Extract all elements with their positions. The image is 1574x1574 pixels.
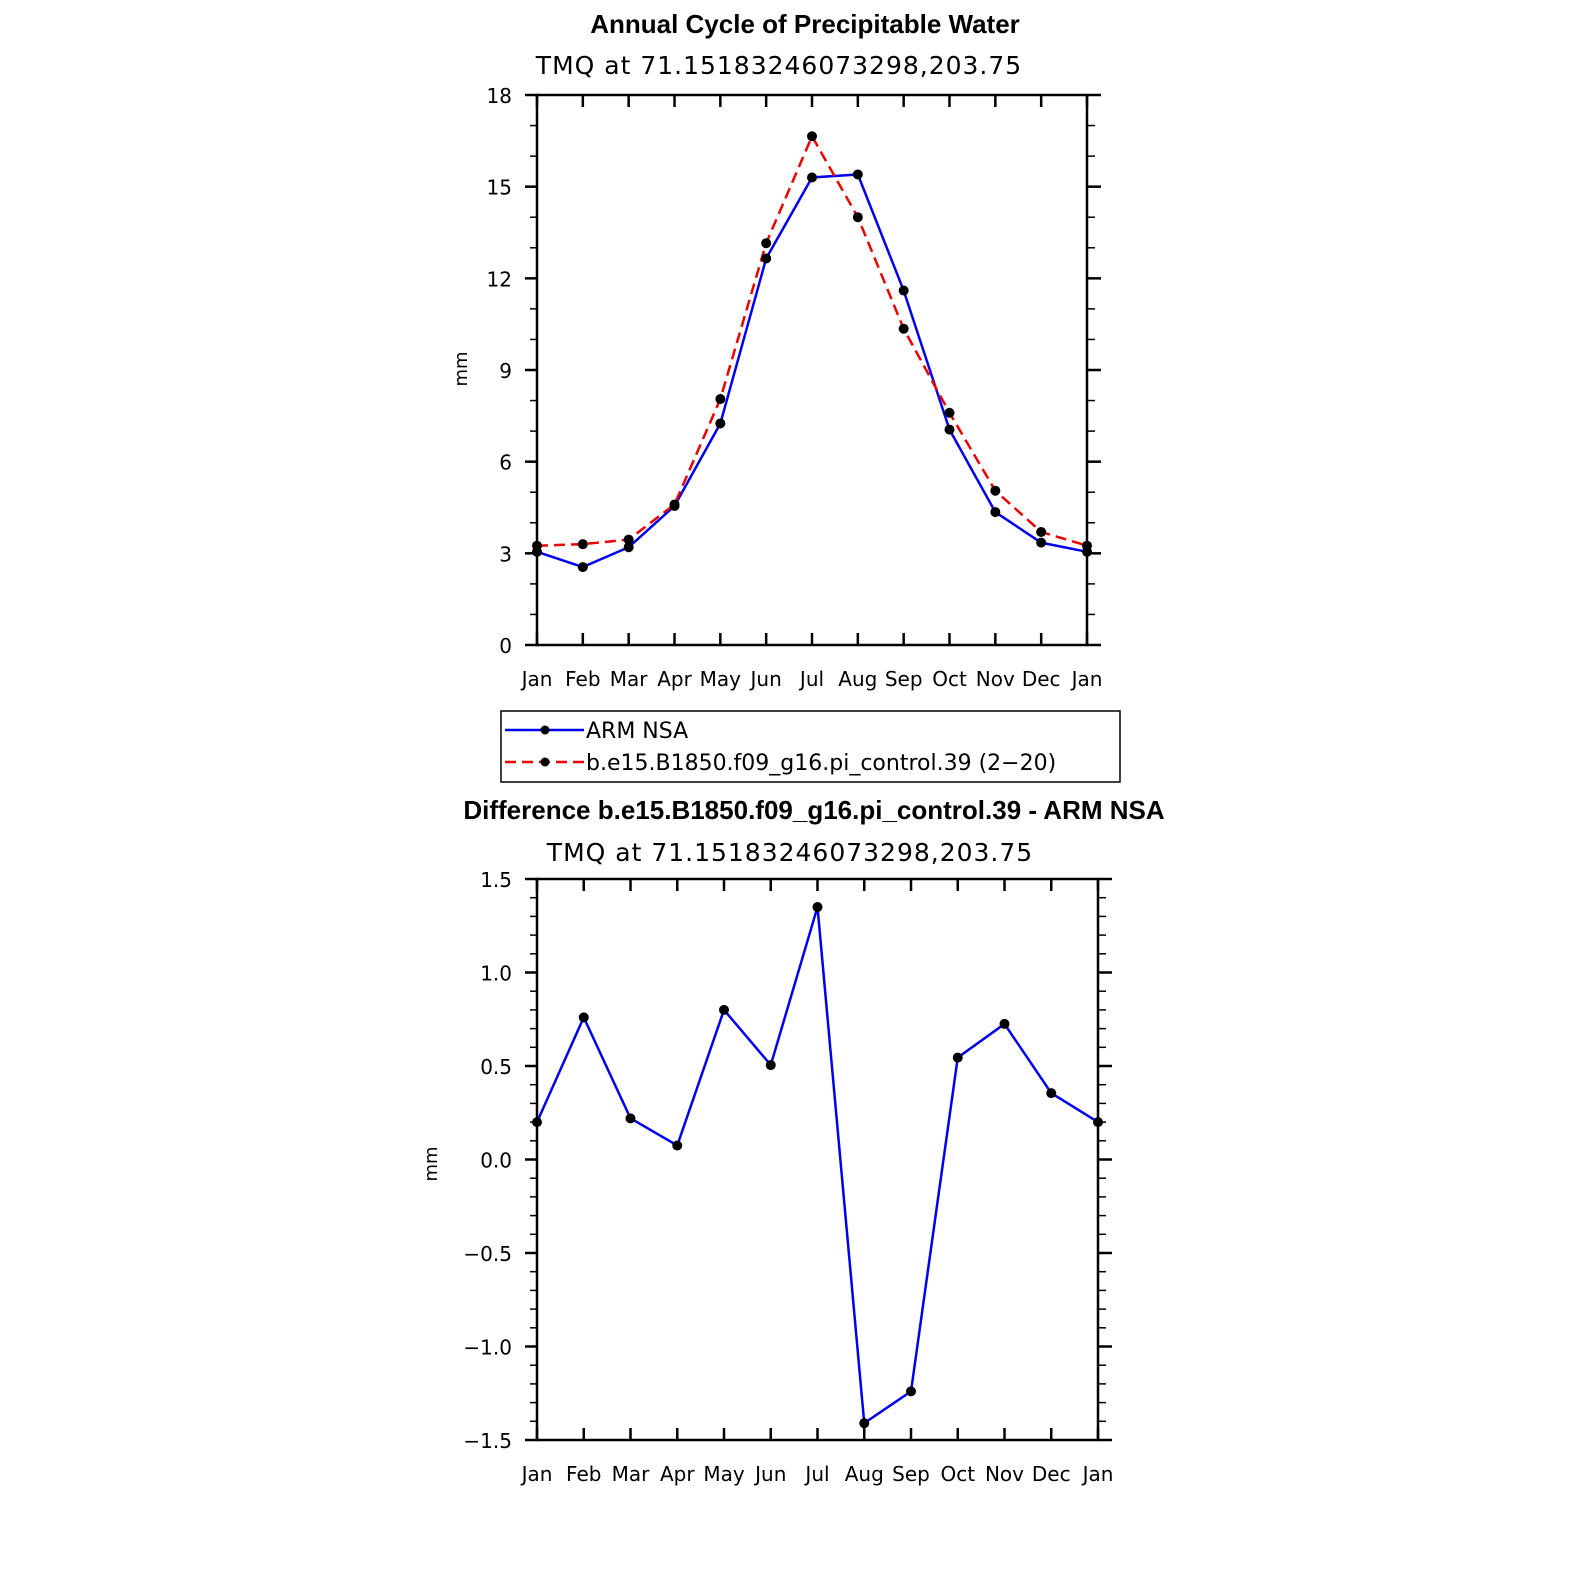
top-series-1-point xyxy=(669,499,680,510)
bottom-y-tick-label: 0.0 xyxy=(480,1149,512,1173)
bottom-x-tick-label: Jan xyxy=(520,1462,553,1486)
bottom-chart-title: Difference b.e15.B1850.f09_g16.pi_contro… xyxy=(463,795,1165,825)
top-y-tick-label: 15 xyxy=(487,176,512,200)
top-series-0-point xyxy=(761,253,772,264)
bottom-y-tick-label: −1.5 xyxy=(463,1429,512,1453)
top-series-1-point xyxy=(807,131,817,142)
top-x-tick-label: Sep xyxy=(885,667,923,691)
bottom-series-0-point xyxy=(1093,1117,1103,1128)
bottom-x-tick-label: Jun xyxy=(753,1462,786,1486)
legend-item-arm-nsa: ARM NSA xyxy=(505,719,688,744)
bottom-series-0-point xyxy=(859,1418,870,1429)
bottom-y-tick-label: −0.5 xyxy=(463,1242,512,1266)
bottom-plot-area: Jan Feb Mar Apr May Jun Jul Aug Sep Oct Nov Dec Jan−… xyxy=(463,868,1113,1486)
top-plot-area: Jan Feb Mar Apr May Jun Jul Aug Sep Oct Nov Dec Jan 0… xyxy=(487,84,1103,691)
bottom-y-tick-label: −1.0 xyxy=(463,1336,512,1360)
top-series-0-point xyxy=(898,285,909,296)
legend-marker-model xyxy=(540,757,550,767)
top-y-tick-label: 3 xyxy=(499,542,512,566)
top-series-1-point xyxy=(1036,526,1047,537)
bottom-series-0-point xyxy=(1046,1088,1057,1099)
legend-item-model: b.e15.B1850.f09_g16.pi_control.39 (2−20) xyxy=(505,751,1056,776)
bottom-x-tick-label: May xyxy=(703,1462,745,1486)
top-series-line-0 xyxy=(536,173,1088,569)
bottom-y-tick-label: 1.5 xyxy=(480,868,512,892)
top-chart-subtitle: TMQ at 71.15183246073298,203.75 xyxy=(535,51,1022,80)
top-series-0-point xyxy=(807,172,817,183)
legend: ARM NSA b.e15.B1850.f09_g16.pi_control.3… xyxy=(500,710,1121,783)
top-x-tick-label: Jun xyxy=(749,667,782,691)
top-series-1-point xyxy=(532,540,542,551)
bottom-x-tick-label: Jul xyxy=(803,1462,829,1486)
top-series-1-point xyxy=(761,238,772,249)
top-x-tick-label: Dec xyxy=(1022,667,1061,691)
bottom-y-tick-label: 0.5 xyxy=(480,1055,512,1079)
legend-marker-arm-nsa xyxy=(540,725,550,735)
legend-label-model: b.e15.B1850.f09_g16.pi_control.39 (2−20) xyxy=(586,751,1056,776)
top-y-axis-label: mm xyxy=(451,351,472,386)
bottom-x-tick-label: Aug xyxy=(845,1462,884,1486)
legend-label-arm-nsa: ARM NSA xyxy=(586,719,688,744)
legend-box xyxy=(500,710,1121,783)
top-series-1-point xyxy=(944,407,955,418)
bottom-x-tick-label: Feb xyxy=(566,1462,601,1486)
top-chart-title: Annual Cycle of Precipitable Water xyxy=(590,9,1020,39)
bottom-series-0-point xyxy=(719,1004,729,1015)
bottom-series-0-point xyxy=(578,1012,589,1023)
top-series-0-point xyxy=(577,562,588,573)
bottom-x-tick-label: Dec xyxy=(1032,1462,1071,1486)
top-series-1-point xyxy=(623,534,634,545)
bottom-x-tick-label: Oct xyxy=(940,1462,975,1486)
top-x-tick-label: Apr xyxy=(657,667,692,691)
top-x-tick-label: Mar xyxy=(610,667,649,691)
bottom-series-0-point xyxy=(952,1052,963,1063)
top-series-1-point xyxy=(577,539,588,550)
top-y-tick-label: 12 xyxy=(487,267,512,291)
top-x-tick-label: May xyxy=(700,667,742,691)
top-y-tick-label: 6 xyxy=(499,451,512,475)
bottom-x-tick-label: Jan xyxy=(1081,1462,1114,1486)
bottom-series-0-point xyxy=(906,1386,916,1397)
bottom-x-tick-label: Sep xyxy=(892,1462,930,1486)
bottom-chart-subtitle: TMQ at 71.15183246073298,203.75 xyxy=(546,838,1033,867)
top-x-tick-label: Feb xyxy=(565,667,600,691)
top-series-0-point xyxy=(1036,537,1047,548)
bottom-plot-frame xyxy=(535,877,1100,1442)
bottom-x-tick-label: Apr xyxy=(660,1462,695,1486)
top-y-tick-label: 9 xyxy=(499,359,512,383)
top-x-tick-label: Jul xyxy=(798,667,824,691)
top-x-tick-label: Nov xyxy=(976,667,1015,691)
top-series-1-point xyxy=(990,485,1001,496)
top-series-0-point xyxy=(623,542,634,553)
bottom-y-axis-label: mm xyxy=(421,1146,442,1181)
bottom-x-tick-label: Nov xyxy=(985,1462,1024,1486)
top-series-0-point xyxy=(990,507,1001,518)
top-x-tick-label: Aug xyxy=(838,667,877,691)
bottom-series-0-point xyxy=(672,1140,683,1151)
bottom-series-0-point xyxy=(999,1018,1010,1029)
top-chart: Annual Cycle of Precipitable Water TMQ a… xyxy=(451,9,1102,691)
top-x-tick-label: Jan xyxy=(1070,667,1103,691)
top-series-1-point xyxy=(1082,540,1092,551)
bottom-x-tick-label: Mar xyxy=(612,1462,651,1486)
bottom-chart: Difference b.e15.B1850.f09_g16.pi_contro… xyxy=(421,795,1165,1486)
bottom-series-0-point xyxy=(765,1060,776,1071)
top-series-1-point xyxy=(898,323,909,334)
top-series-0-point xyxy=(852,169,863,180)
top-y-tick-label: 0 xyxy=(499,634,512,658)
top-series-line-1 xyxy=(536,133,1088,547)
bottom-y-tick-label: 1.0 xyxy=(480,962,512,986)
bottom-series-0-point xyxy=(812,902,823,913)
top-series-1-point xyxy=(715,394,726,405)
top-x-tick-label: Oct xyxy=(932,667,967,691)
top-series-1-point xyxy=(852,212,863,223)
top-series-0-point xyxy=(944,424,955,435)
bottom-series-line-0 xyxy=(535,906,1099,1426)
bottom-series-0-point xyxy=(625,1113,636,1124)
top-y-tick-label: 18 xyxy=(487,84,512,108)
top-series-0-point xyxy=(715,418,726,429)
bottom-series-0-point xyxy=(532,1117,542,1128)
top-x-tick-label: Jan xyxy=(520,667,553,691)
